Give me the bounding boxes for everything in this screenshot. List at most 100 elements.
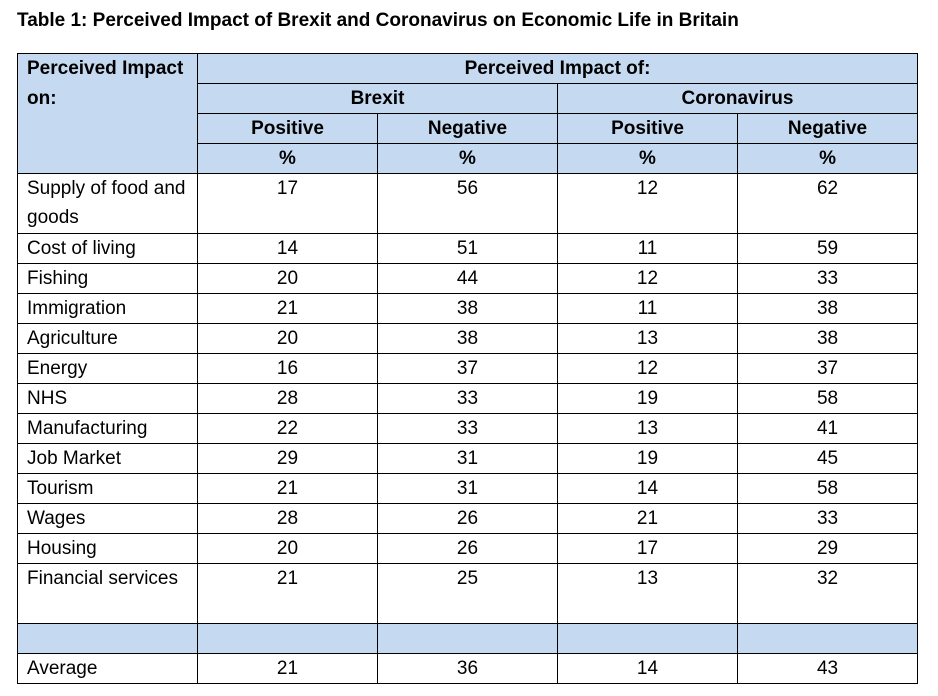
cell-value: 28: [197, 383, 378, 414]
row-label: Wages: [17, 503, 198, 534]
average-label: Average: [17, 653, 198, 684]
cell-value: 12: [557, 353, 738, 384]
cell-value: 33: [377, 383, 558, 414]
table-row: Energy 16 37 12 37: [17, 353, 919, 384]
brexit-negative-header: Negative: [377, 113, 558, 144]
row-label: Supply of food and goods: [17, 173, 198, 234]
cell-value: 16: [197, 353, 378, 384]
row-label: Energy: [17, 353, 198, 384]
cell-value: 13: [557, 563, 738, 624]
cell-value: 38: [377, 293, 558, 324]
cell-value: 62: [736, 173, 919, 234]
coronavirus-negative-header: Negative: [736, 113, 919, 144]
average-value: 21: [197, 653, 378, 684]
spacer-cell: [557, 623, 738, 654]
cell-value: 20: [197, 323, 378, 354]
coronavirus-positive-header: Positive: [557, 113, 738, 144]
cell-value: 58: [736, 383, 919, 414]
cell-value: 20: [197, 533, 378, 564]
cell-value: 21: [197, 293, 378, 324]
average-row: Average 21 36 14 43: [17, 653, 919, 684]
row-label: Job Market: [17, 443, 198, 474]
row-label: Housing: [17, 533, 198, 564]
table-row: Wages 28 26 21 33: [17, 503, 919, 534]
brexit-header: Brexit: [197, 83, 558, 114]
spacer-cell: [197, 623, 378, 654]
row-label: Agriculture: [17, 323, 198, 354]
cell-value: 21: [197, 473, 378, 504]
table-row: Financial services 21 25 13 32: [17, 563, 919, 624]
cell-value: 41: [736, 413, 919, 444]
average-value: 43: [736, 653, 919, 684]
row-label: Manufacturing: [17, 413, 198, 444]
table-row: Job Market 29 31 19 45: [17, 443, 919, 474]
cell-value: 38: [736, 293, 919, 324]
table-row: Housing 20 26 17 29: [17, 533, 919, 564]
cell-value: 17: [557, 533, 738, 564]
table-body: Supply of food and goods 17 56 12 62 Cos…: [17, 173, 919, 684]
cell-value: 28: [197, 503, 378, 534]
cell-value: 13: [557, 413, 738, 444]
average-value: 14: [557, 653, 738, 684]
spacer-cell: [736, 623, 919, 654]
spacer-row: [17, 623, 919, 654]
cell-value: 38: [377, 323, 558, 354]
cell-value: 14: [557, 473, 738, 504]
cell-value: 31: [377, 443, 558, 474]
cell-value: 12: [557, 263, 738, 294]
cell-value: 44: [377, 263, 558, 294]
cell-value: 19: [557, 443, 738, 474]
cell-value: 19: [557, 383, 738, 414]
cell-value: 58: [736, 473, 919, 504]
table-caption: Table 1: Perceived Impact of Brexit and …: [17, 10, 739, 31]
row-label: Immigration: [17, 293, 198, 324]
cell-value: 21: [557, 503, 738, 534]
table-header: Perceived Impact on: Perceived Impact of…: [17, 53, 919, 174]
cell-value: 51: [377, 233, 558, 264]
row-label: Financial services: [17, 563, 198, 624]
cell-value: 38: [736, 323, 919, 354]
cell-value: 22: [197, 413, 378, 444]
cell-value: 45: [736, 443, 919, 474]
cell-value: 37: [736, 353, 919, 384]
row-label-header: Perceived Impact on:: [17, 53, 198, 174]
cell-value: 25: [377, 563, 558, 624]
cell-value: 21: [197, 563, 378, 624]
table-row: Fishing 20 44 12 33: [17, 263, 919, 294]
table-row: Cost of living 14 51 11 59: [17, 233, 919, 264]
cell-value: 20: [197, 263, 378, 294]
cell-value: 26: [377, 533, 558, 564]
cell-value: 14: [197, 233, 378, 264]
cell-value: 12: [557, 173, 738, 234]
unit-header: %: [557, 143, 738, 174]
row-label: Fishing: [17, 263, 198, 294]
cell-value: 26: [377, 503, 558, 534]
brexit-positive-header: Positive: [197, 113, 378, 144]
cell-value: 13: [557, 323, 738, 354]
table-row: Immigration 21 38 11 38: [17, 293, 919, 324]
average-value: 36: [377, 653, 558, 684]
cell-value: 11: [557, 233, 738, 264]
table-row: Supply of food and goods 17 56 12 62: [17, 173, 919, 234]
cell-value: 29: [736, 533, 919, 564]
cell-value: 17: [197, 173, 378, 234]
cell-value: 33: [377, 413, 558, 444]
unit-header: %: [377, 143, 558, 174]
spacer-cell: [377, 623, 558, 654]
coronavirus-header: Coronavirus: [556, 83, 919, 114]
table-row: NHS 28 33 19 58: [17, 383, 919, 414]
cell-value: 29: [197, 443, 378, 474]
group-header: Perceived Impact of:: [196, 53, 919, 84]
unit-header: %: [197, 143, 378, 174]
cell-value: 31: [377, 473, 558, 504]
row-label: Cost of living: [17, 233, 198, 264]
unit-header: %: [736, 143, 919, 174]
cell-value: 11: [557, 293, 738, 324]
cell-value: 59: [736, 233, 919, 264]
cell-value: 33: [736, 263, 919, 294]
row-label: Tourism: [17, 473, 198, 504]
cell-value: 32: [736, 563, 919, 624]
table-row: Manufacturing 22 33 13 41: [17, 413, 919, 444]
table-row: Tourism 21 31 14 58: [17, 473, 919, 504]
table-row: Agriculture 20 38 13 38: [17, 323, 919, 354]
